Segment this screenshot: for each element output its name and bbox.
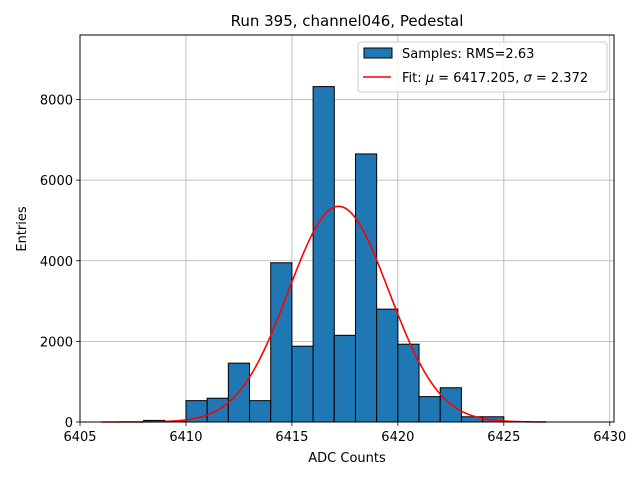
fit-curve xyxy=(101,205,547,423)
histogram-bar xyxy=(291,345,314,423)
x-tick-label: 6405 xyxy=(63,430,96,445)
histogram-bar xyxy=(376,308,399,423)
y-tick-label: 4000 xyxy=(40,255,73,270)
x-axis-label: ADC Counts xyxy=(308,451,386,466)
y-tick-label: 2000 xyxy=(40,335,73,350)
legend-samples-label: Samples: RMS=2.63 xyxy=(402,47,534,62)
y-tick-label: 8000 xyxy=(40,94,73,109)
legend-fit-prefix: Fit: xyxy=(402,71,426,86)
y-tick-label: 0 xyxy=(65,416,73,431)
axis-ticks: 6405 6410 6415 6420 6425 6430 0 2000 4000 6000 800… xyxy=(40,94,626,446)
x-tick-label: 6430 xyxy=(593,430,626,445)
x-tick-label: 6420 xyxy=(381,430,414,445)
chart-title: Run 395, channel046, Pedestal xyxy=(231,12,464,30)
histogram-bar xyxy=(354,153,378,423)
legend-fit-mu-value: = 6417.205, xyxy=(434,71,523,86)
legend-fit-sigma-value: = 2.372 xyxy=(532,71,588,86)
histogram-bar xyxy=(270,262,293,423)
plot-frame xyxy=(79,34,615,423)
histogram-bar xyxy=(249,400,272,423)
legend-box xyxy=(357,41,608,93)
x-tick-label: 6415 xyxy=(275,430,308,445)
legend-fit-mu-symbol: μ xyxy=(425,71,434,86)
fit-curve-group xyxy=(101,205,547,423)
legend-samples-swatch xyxy=(363,47,393,59)
legend-fit-sigma-symbol: σ xyxy=(524,71,533,86)
histogram-bar xyxy=(333,334,356,423)
y-tick-label: 6000 xyxy=(40,174,73,189)
legend: Samples: RMS=2.63 Fit: μ = 6417.205, σ =… xyxy=(357,41,608,93)
y-axis-label: Entries xyxy=(15,206,30,252)
x-tick-label: 6410 xyxy=(169,430,202,445)
x-tick-label: 6425 xyxy=(487,430,520,445)
legend-fit-label: Fit: μ = 6417.205, σ = 2.372 xyxy=(402,71,588,86)
histogram-bar xyxy=(418,396,441,423)
histogram-bars xyxy=(143,86,505,423)
histogram-bar xyxy=(312,86,335,423)
